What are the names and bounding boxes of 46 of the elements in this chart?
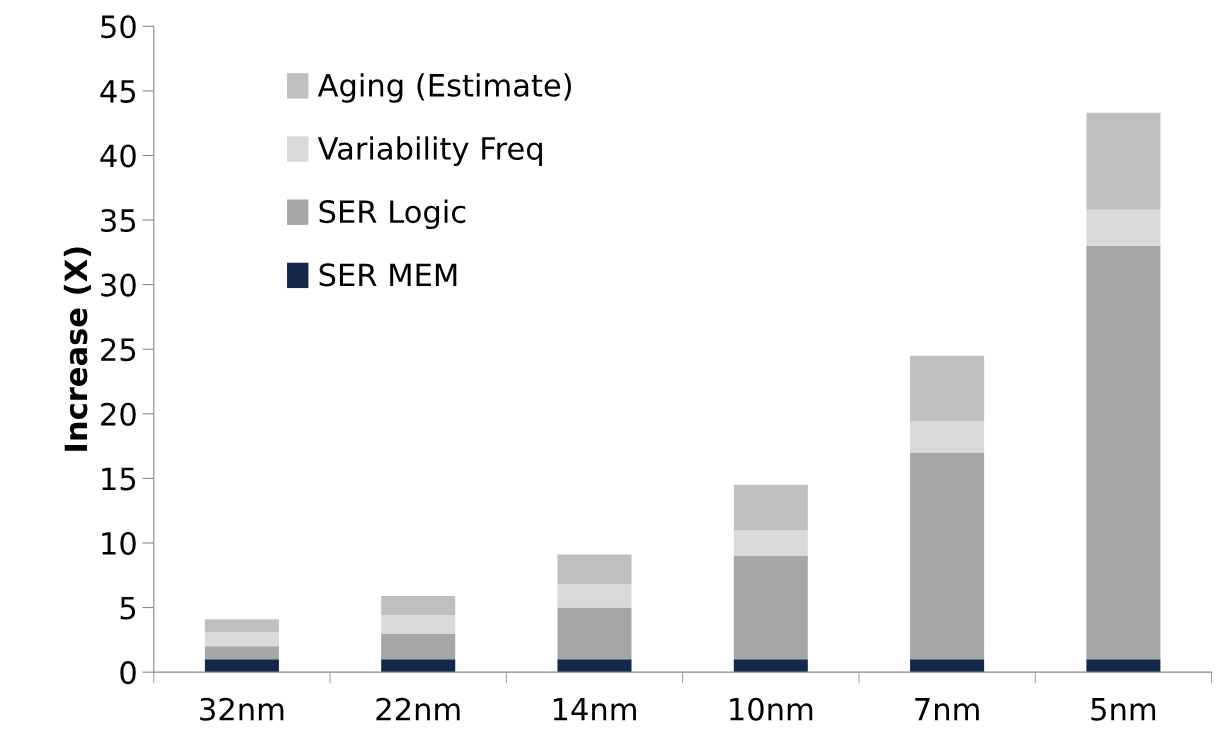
bar	[910, 659, 985, 673]
bar	[557, 584, 632, 608]
bar	[204, 646, 279, 660]
bar	[733, 555, 808, 660]
y-tick-label: 50	[101, 15, 136, 39]
x-tick-label: 5nm	[1091, 698, 1156, 721]
y-tick-label: 5	[120, 596, 136, 620]
bar	[910, 452, 985, 660]
bar	[1086, 245, 1161, 660]
bar	[733, 484, 808, 531]
bar	[204, 632, 279, 647]
x-tick-label: 32nm	[200, 697, 284, 721]
x-tick-label: 22nm	[376, 697, 460, 721]
bar	[733, 530, 808, 556]
bar	[381, 633, 456, 660]
bar	[204, 619, 279, 633]
bar	[204, 659, 279, 673]
x-tick-label: 14nm	[553, 698, 636, 721]
legend-label: SER MEM	[319, 263, 457, 287]
bar	[1086, 659, 1161, 673]
bar	[1086, 112, 1161, 210]
y-tick-label: 25	[101, 338, 136, 362]
bar	[381, 659, 456, 673]
y-tick-label: 40	[100, 144, 136, 168]
bar	[733, 659, 808, 673]
bar	[381, 615, 456, 634]
y-tick-label: 30	[101, 273, 136, 297]
y-tick-label: 0	[120, 661, 136, 685]
y-axis-title: Increase (X)	[63, 247, 92, 451]
bar	[910, 355, 985, 422]
legend-label: Variability Freq	[317, 136, 542, 166]
bar	[557, 554, 632, 585]
y-tick-label: 45	[100, 80, 136, 103]
y-tick-label: 15	[102, 467, 136, 491]
bar	[381, 595, 456, 616]
x-tick-label: 7nm	[915, 698, 979, 721]
y-tick-label: 35	[101, 208, 136, 233]
y-tick-label: 20	[101, 402, 136, 426]
legend-label: Aging (Estimate)	[317, 73, 572, 103]
x-tick-label: 10nm	[730, 697, 813, 721]
bar	[910, 421, 985, 453]
y-tick-label: 10	[102, 531, 136, 556]
bar	[557, 607, 632, 660]
bar	[557, 659, 632, 673]
legend-label: SER Logic	[319, 199, 466, 230]
bar	[1086, 209, 1161, 246]
